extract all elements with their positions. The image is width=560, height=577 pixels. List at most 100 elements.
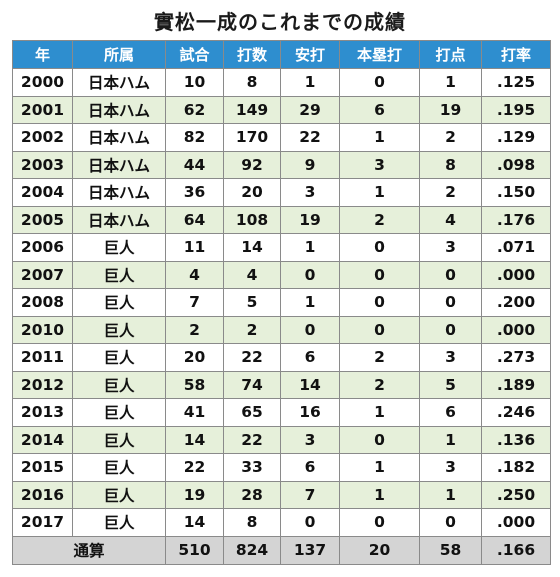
table-cell: 65 bbox=[223, 398, 281, 427]
table-cell: 3 bbox=[419, 453, 482, 482]
table-cell: 8 bbox=[223, 508, 281, 537]
table-cell: 0 bbox=[280, 315, 340, 344]
table-cell: 58 bbox=[165, 370, 224, 399]
table-cell: 2007 bbox=[12, 260, 73, 289]
table-cell: 33 bbox=[223, 453, 281, 482]
table-cell: 82 bbox=[165, 123, 224, 152]
header-row: 年所属 試合 打数 安打 本塁打 打点 打率 bbox=[12, 40, 551, 69]
table-cell: .098 bbox=[481, 150, 551, 179]
table-cell: 巨人 bbox=[72, 260, 166, 289]
table-cell: 2 bbox=[339, 205, 420, 234]
table-cell: 14 bbox=[165, 508, 224, 537]
table-cell: 巨人 bbox=[72, 315, 166, 344]
table-cell: 1 bbox=[419, 425, 482, 454]
table-cell: 巨人 bbox=[72, 480, 166, 509]
table-cell: 6 bbox=[419, 398, 482, 427]
table-cell: 1 bbox=[280, 68, 340, 97]
table-row: 2001 日本ハム 62 149 29 6 19.195 bbox=[12, 95, 551, 124]
table-cell: 1 bbox=[419, 68, 482, 97]
table-cell: 2002 bbox=[12, 123, 73, 152]
table-cell: 巨人 bbox=[72, 453, 166, 482]
table-cell: 2010 bbox=[12, 315, 73, 344]
table-cell: 日本ハム bbox=[72, 205, 166, 234]
total-cell: 824 bbox=[223, 535, 281, 565]
table-cell: 16 bbox=[280, 398, 340, 427]
table-row: 2004 日本ハム 36 20 3 1 2.150 bbox=[12, 178, 551, 207]
table-cell: 14 bbox=[280, 370, 340, 399]
table-cell: 2 bbox=[223, 315, 281, 344]
table-row: 2012 巨人 58 74 14 2 5.189 bbox=[12, 370, 551, 399]
table-row: 2015 巨人 22 33 6 1 3.182 bbox=[12, 453, 551, 482]
table-cell: 6 bbox=[339, 95, 420, 124]
table-cell: 2013 bbox=[12, 398, 73, 427]
table-cell: 巨人 bbox=[72, 370, 166, 399]
table-cell: 2012 bbox=[12, 370, 73, 399]
table-cell: 0 bbox=[419, 315, 482, 344]
table-row: 2014 巨人 14 22 3 0 1.136 bbox=[12, 425, 551, 454]
table-cell: 6 bbox=[280, 453, 340, 482]
column-header: 本塁打 bbox=[339, 40, 420, 69]
table-cell: 4 bbox=[223, 260, 281, 289]
table-cell: 2017 bbox=[12, 508, 73, 537]
stats-table: 年所属 試合 打数 安打 本塁打 打点 打率 2000 日本ハム 10 8 1 0 1.125 2001 日… bbox=[12, 40, 551, 565]
table-cell: .246 bbox=[481, 398, 551, 427]
table-cell: 2014 bbox=[12, 425, 73, 454]
table-cell: 3 bbox=[419, 343, 482, 372]
table-cell: 2016 bbox=[12, 480, 73, 509]
table-row: 2007 巨人 4 4 0 0 0.000 bbox=[12, 260, 551, 289]
table-cell: 日本ハム bbox=[72, 178, 166, 207]
column-header: 試合 bbox=[165, 40, 224, 69]
table-row: 2008 巨人 7 5 1 0 0.200 bbox=[12, 288, 551, 317]
column-header: 所属 bbox=[72, 40, 166, 69]
table-cell: 0 bbox=[339, 68, 420, 97]
table-cell: 0 bbox=[339, 315, 420, 344]
table-cell: .000 bbox=[481, 508, 551, 537]
table-cell: 3 bbox=[339, 150, 420, 179]
table-cell: 14 bbox=[223, 233, 281, 262]
table-cell: 22 bbox=[223, 425, 281, 454]
table-cell: 11 bbox=[165, 233, 224, 262]
table-cell: 4 bbox=[165, 260, 224, 289]
total-cell: 137 bbox=[280, 535, 340, 565]
table-cell: 19 bbox=[280, 205, 340, 234]
table-cell: 0 bbox=[339, 425, 420, 454]
table-cell: 19 bbox=[419, 95, 482, 124]
table-cell: 3 bbox=[419, 233, 482, 262]
table-cell: 2003 bbox=[12, 150, 73, 179]
table-cell: .189 bbox=[481, 370, 551, 399]
table-row: 2005 日本ハム 64 108 19 2 4.176 bbox=[12, 205, 551, 234]
table-row: 2003 日本ハム 44 92 9 3 8.098 bbox=[12, 150, 551, 179]
table-row: 2006 巨人 11 14 1 0 3.071 bbox=[12, 233, 551, 262]
table-row: 2013 巨人 41 65 16 1 6.246 bbox=[12, 398, 551, 427]
table-cell: 2 bbox=[419, 178, 482, 207]
table-cell: 2005 bbox=[12, 205, 73, 234]
column-header: 打数 bbox=[223, 40, 281, 69]
table-cell: 日本ハム bbox=[72, 95, 166, 124]
table-cell: .273 bbox=[481, 343, 551, 372]
table-cell: 0 bbox=[339, 288, 420, 317]
table-row: 2011 巨人 20 22 6 2 3.273 bbox=[12, 343, 551, 372]
table-cell: .195 bbox=[481, 95, 551, 124]
table-cell: 巨人 bbox=[72, 425, 166, 454]
table-cell: 22 bbox=[223, 343, 281, 372]
table-cell: 1 bbox=[280, 288, 340, 317]
table-cell: 7 bbox=[165, 288, 224, 317]
table-cell: 64 bbox=[165, 205, 224, 234]
table-cell: .200 bbox=[481, 288, 551, 317]
table-row: 2000 日本ハム 10 8 1 0 1.125 bbox=[12, 68, 551, 97]
total-cell: 20 bbox=[339, 535, 420, 565]
table-row: 2010 巨人 2 2 0 0 0.000 bbox=[12, 315, 551, 344]
table-cell: 22 bbox=[280, 123, 340, 152]
table-cell: 149 bbox=[223, 95, 281, 124]
table-cell: .150 bbox=[481, 178, 551, 207]
table-cell: .125 bbox=[481, 68, 551, 97]
table-cell: .071 bbox=[481, 233, 551, 262]
table-row: 2016 巨人 19 28 7 1 1.250 bbox=[12, 480, 551, 509]
table-cell: 14 bbox=[165, 425, 224, 454]
table-cell: 2011 bbox=[12, 343, 73, 372]
table-cell: 巨人 bbox=[72, 233, 166, 262]
column-header: 打点 bbox=[419, 40, 482, 69]
table-cell: 0 bbox=[339, 233, 420, 262]
table-cell: 8 bbox=[419, 150, 482, 179]
table-cell: 0 bbox=[339, 508, 420, 537]
